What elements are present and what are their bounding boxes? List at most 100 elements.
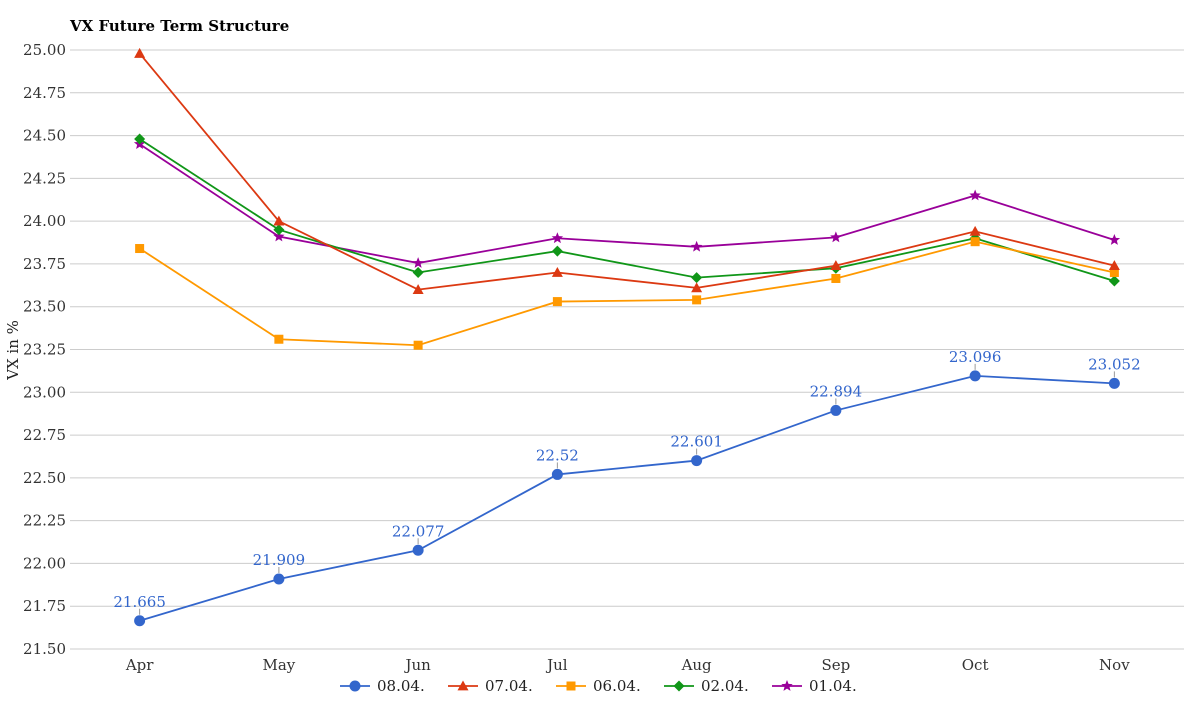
data-point — [551, 245, 563, 257]
y-tick-label: 23.75 — [23, 255, 66, 273]
legend-marker — [349, 680, 361, 692]
data-point — [412, 257, 424, 268]
y-tick-label: 24.00 — [23, 212, 66, 230]
y-tick-label: 22.50 — [23, 469, 66, 487]
legend-item[interactable]: 08.04. — [340, 677, 425, 695]
data-point — [273, 230, 285, 242]
data-point — [134, 47, 146, 58]
data-point — [135, 244, 145, 254]
data-point — [551, 468, 563, 480]
y-axis-label: VX in % — [4, 320, 22, 381]
data-point — [552, 297, 562, 307]
y-tick-label: 23.50 — [23, 298, 66, 316]
series-0704 — [134, 47, 1120, 294]
data-label: 22.894 — [810, 382, 863, 400]
legend-item[interactable]: 07.04. — [448, 677, 533, 695]
chart-title: VX Future Term Structure — [69, 17, 289, 35]
x-tick-label: Jul — [545, 656, 568, 674]
data-point — [273, 573, 285, 585]
legend-label: 02.04. — [701, 677, 749, 695]
data-point — [831, 273, 841, 283]
y-tick-label: 22.25 — [23, 512, 66, 530]
data-point — [830, 260, 842, 271]
legend-label: 01.04. — [809, 677, 857, 695]
x-tick-label: Jun — [403, 656, 431, 674]
series-line — [139, 143, 1115, 264]
series-0104 — [133, 138, 1121, 268]
legend-label: 08.04. — [377, 677, 425, 695]
data-label: 22.077 — [392, 522, 445, 540]
data-point — [1109, 267, 1119, 277]
data-point — [134, 133, 146, 145]
x-tick-label: Oct — [962, 656, 989, 674]
legend-item[interactable]: 02.04. — [664, 677, 749, 695]
data-point — [1108, 275, 1120, 287]
data-point — [273, 215, 285, 226]
data-point — [830, 231, 842, 243]
data-point — [691, 272, 703, 284]
data-point — [1108, 233, 1121, 245]
data-point — [412, 284, 424, 294]
series-line — [138, 52, 1115, 291]
y-tick-label: 22.00 — [23, 554, 66, 572]
data-point — [551, 232, 564, 244]
x-tick-label: Nov — [1099, 656, 1130, 674]
data-point — [1108, 377, 1120, 389]
data-label: 23.052 — [1088, 355, 1141, 373]
data-point — [412, 544, 424, 556]
data-point — [551, 266, 563, 277]
y-tick-label: 24.25 — [23, 169, 66, 187]
data-label: 22.52 — [536, 446, 579, 464]
series-0604 — [135, 237, 1119, 350]
legend-item[interactable]: 01.04. — [772, 677, 857, 695]
data-point — [412, 266, 424, 278]
legend-marker — [781, 680, 793, 691]
data-point — [691, 455, 703, 467]
x-tick-label: May — [262, 656, 295, 674]
x-tick-label: Apr — [125, 656, 154, 674]
x-axis-ticks: Apr May Jun Jul Aug Sep Oct Nov — [125, 656, 1130, 674]
y-tick-label: 23.00 — [23, 383, 66, 401]
gridlines — [70, 49, 1184, 650]
y-tick-label: 23.25 — [23, 341, 66, 359]
data-point — [274, 334, 284, 344]
data-point — [273, 224, 285, 236]
series-line — [139, 240, 1115, 347]
data-point — [1108, 260, 1120, 271]
y-tick-label: 21.50 — [23, 640, 66, 658]
legend-marker — [673, 680, 685, 692]
legend-marker — [566, 681, 576, 691]
x-tick-label: Aug — [681, 656, 712, 674]
data-point — [691, 282, 703, 293]
series — [133, 47, 1121, 627]
y-tick-label: 24.75 — [23, 84, 66, 102]
y-axis-ticks: 21.50 21.75 22.00 22.25 22.50 22.75 23.00 23.25… — [23, 41, 66, 658]
data-point — [969, 189, 981, 201]
y-tick-label: 25.00 — [23, 41, 66, 59]
legend-label: 07.04. — [485, 677, 533, 695]
data-label: 21.665 — [113, 593, 166, 611]
data-point — [413, 340, 423, 350]
y-tick-label: 24.50 — [23, 127, 66, 145]
x-tick-label: Sep — [821, 656, 850, 674]
data-label: 21.909 — [253, 551, 306, 569]
data-point — [690, 240, 703, 252]
data-point — [970, 237, 980, 247]
y-tick-label: 21.75 — [23, 597, 66, 615]
data-point — [969, 225, 981, 236]
data-point — [134, 615, 146, 627]
series-0804 — [134, 370, 1120, 627]
legend[interactable]: 08.04. 07.04. 06.04. 02.04. 01.04. — [340, 677, 857, 695]
legend-marker — [457, 680, 469, 691]
data-point — [969, 370, 981, 382]
legend-label: 06.04. — [593, 677, 641, 695]
data-point — [692, 295, 702, 305]
data-labels: 21.665 21.909 22.077 22.52 22.601 22.894 23.09… — [113, 348, 1141, 615]
y-tick-label: 22.75 — [23, 426, 66, 444]
series-line — [139, 138, 1115, 282]
legend-item[interactable]: 06.04. — [556, 677, 641, 695]
series-line — [139, 374, 1115, 622]
data-label: 22.601 — [670, 433, 723, 451]
data-point — [830, 404, 842, 416]
